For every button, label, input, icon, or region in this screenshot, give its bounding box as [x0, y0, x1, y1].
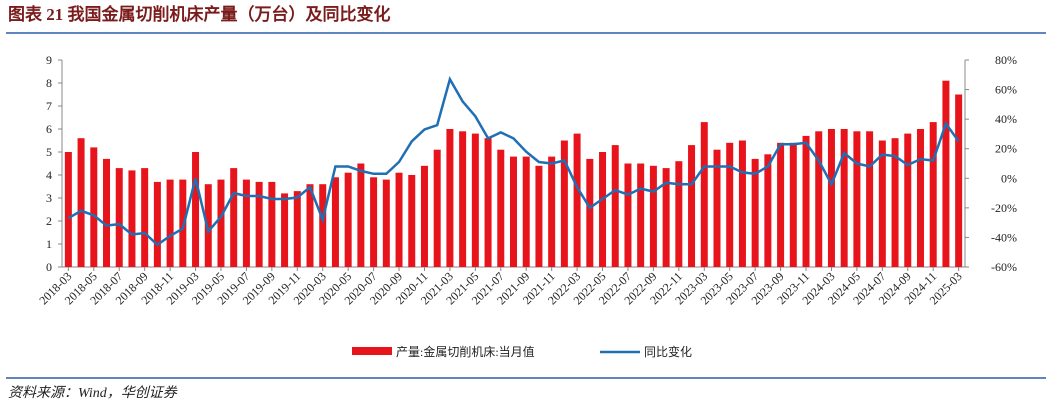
bar: [560, 140, 568, 267]
bar: [573, 133, 581, 267]
bar: [281, 193, 289, 267]
y-tick-label: 5: [46, 145, 52, 159]
y-tick-label: 6: [46, 122, 52, 136]
bar: [853, 131, 861, 267]
y2-tick-label: 40%: [995, 112, 1017, 126]
bar: [166, 179, 174, 267]
bar: [522, 156, 530, 267]
bar: [204, 184, 212, 267]
y-tick-label: 2: [46, 214, 52, 228]
bar: [777, 142, 785, 267]
y2-tick-label: 0%: [1001, 171, 1017, 185]
bar: [268, 181, 276, 267]
bar: [700, 122, 708, 267]
bar: [535, 165, 543, 267]
legend-swatch: [352, 347, 392, 355]
bar: [344, 172, 352, 267]
bar: [891, 138, 899, 267]
y-tick-label: 7: [46, 99, 52, 113]
y-tick-label: 4: [46, 168, 52, 182]
bar: [866, 131, 874, 267]
bar: [433, 149, 441, 267]
y2-tick-label: -40%: [991, 230, 1017, 244]
bar: [815, 131, 823, 267]
bar: [420, 165, 428, 267]
bar: [688, 145, 696, 267]
bar: [141, 168, 149, 267]
bar: [370, 177, 378, 267]
bar: [802, 135, 810, 267]
bar: [497, 149, 505, 267]
bar: [459, 131, 467, 267]
bar: [446, 129, 454, 267]
bar: [293, 191, 301, 267]
y2-tick-label: -60%: [991, 260, 1017, 274]
legend-label: 产量:金属切削机床:当月值: [396, 344, 535, 359]
bar: [955, 94, 963, 267]
bar: [611, 145, 619, 267]
bar: [217, 179, 225, 267]
bar: [395, 172, 403, 267]
bar: [840, 129, 848, 267]
bar: [738, 140, 746, 267]
y-tick-label: 3: [46, 191, 52, 205]
bar: [153, 181, 161, 267]
y-tick-label: 1: [46, 237, 52, 251]
bar: [827, 129, 835, 267]
bar: [255, 181, 263, 267]
bar: [484, 138, 492, 267]
bar: [115, 168, 123, 267]
bar: [471, 133, 479, 267]
bar: [929, 122, 937, 267]
bar: [637, 163, 645, 267]
bar: [789, 142, 797, 267]
bar: [548, 156, 556, 267]
y2-tick-label: 20%: [995, 142, 1017, 156]
source: 资料来源：Wind，华创证券: [8, 385, 178, 401]
y-tick-label: 0: [46, 260, 52, 274]
bar: [764, 154, 772, 267]
bar: [624, 163, 632, 267]
bar: [599, 152, 607, 267]
chart-title: 图表 21 我国金属切削机床产量（万台）及同比变化: [8, 4, 391, 24]
bar: [319, 184, 327, 267]
bar: [382, 179, 390, 267]
y2-tick-label: -20%: [991, 201, 1017, 215]
bar: [942, 80, 950, 267]
bar: [103, 158, 111, 267]
line: [67, 75, 960, 247]
bar: [64, 152, 72, 267]
bar: [916, 129, 924, 267]
y2-tick-label: 60%: [995, 83, 1017, 97]
bar: [331, 177, 339, 267]
bar: [904, 133, 912, 267]
bar: [179, 179, 187, 267]
bar: [128, 170, 136, 267]
bar: [90, 147, 98, 267]
bar: [726, 142, 734, 267]
bar: [77, 138, 85, 267]
bar: [878, 140, 886, 267]
y2-tick-label: 80%: [995, 53, 1017, 67]
legend-label: 同比变化: [644, 344, 692, 359]
y-tick-label: 8: [46, 76, 52, 90]
bar: [192, 152, 200, 267]
bar: [662, 168, 670, 267]
bar: [357, 163, 365, 267]
bar: [242, 179, 250, 267]
bar: [408, 175, 416, 267]
bar: [751, 158, 759, 267]
bar: [586, 158, 594, 267]
bar: [510, 156, 517, 267]
bar: [675, 161, 683, 267]
y-tick-label: 9: [46, 53, 52, 67]
bar: [649, 165, 657, 267]
bar: [713, 149, 721, 267]
bar: [306, 184, 314, 267]
bar: [230, 168, 238, 267]
